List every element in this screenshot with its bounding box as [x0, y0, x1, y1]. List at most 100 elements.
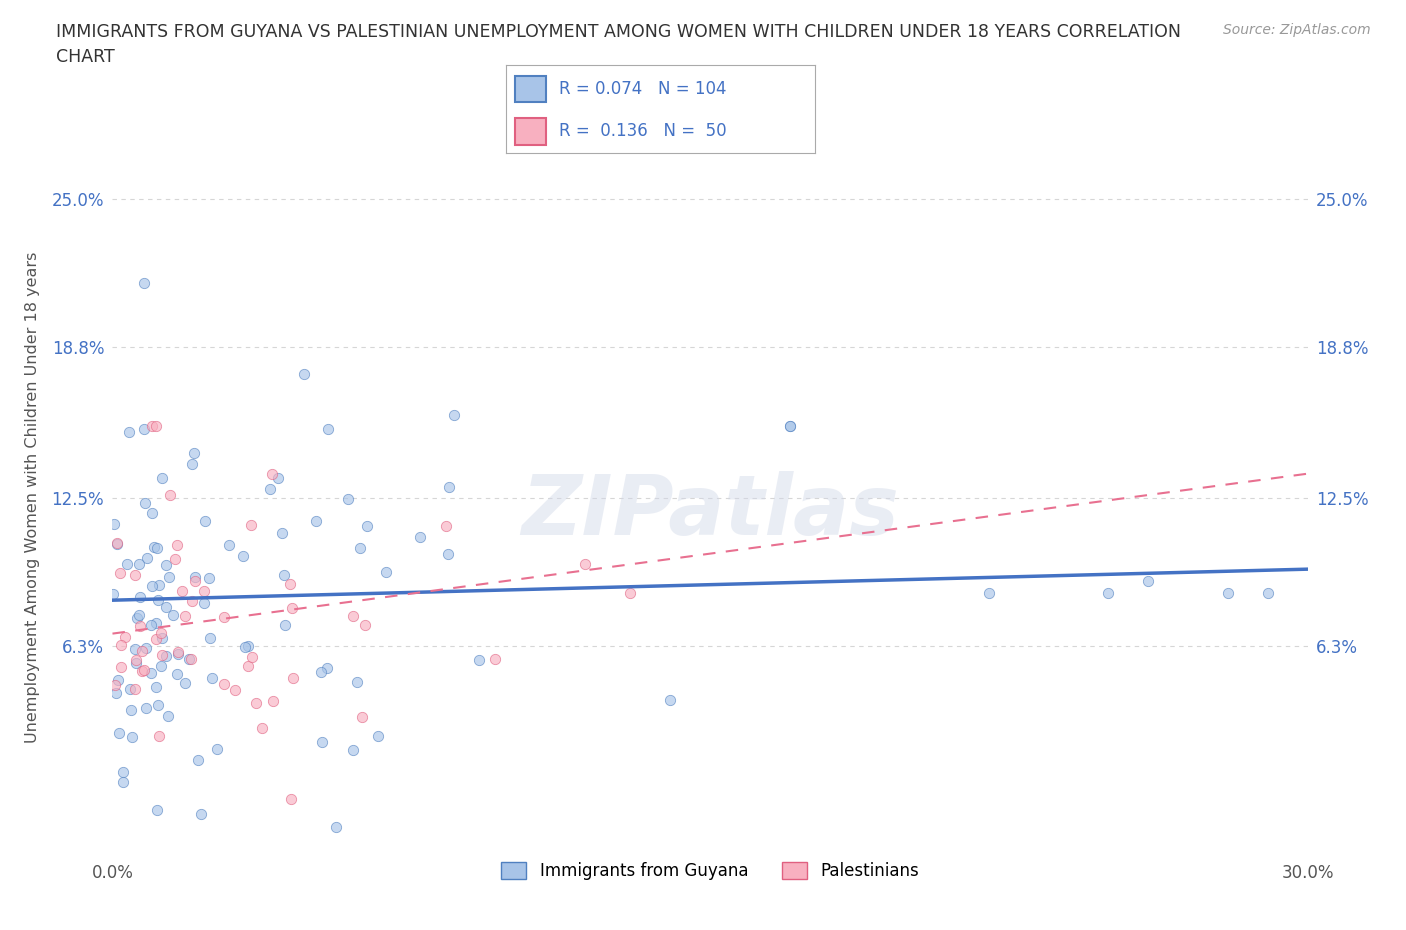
Point: [173, 608, 195, 623]
Point: [162, 607, 184, 622]
Point: [103, 516, 125, 531]
Point: [145, 418, 167, 433]
Point: [305, 513, 328, 528]
Point: [190, 806, 212, 821]
Point: [146, 802, 169, 817]
Point: [145, 631, 167, 646]
Point: [346, 674, 368, 689]
Point: [263, 694, 285, 709]
Point: [267, 471, 290, 485]
Point: [150, 631, 173, 645]
Point: [236, 639, 259, 654]
Point: [1257, 586, 1279, 601]
Point: [110, 659, 132, 674]
Point: [180, 652, 202, 667]
Point: [166, 538, 188, 552]
Point: [124, 642, 146, 657]
Point: [193, 595, 215, 610]
Point: [367, 728, 389, 743]
Text: ZIPatlas: ZIPatlas: [522, 472, 898, 552]
Point: [105, 536, 128, 551]
Point: [236, 658, 259, 673]
Point: [134, 496, 156, 511]
Point: [336, 492, 359, 507]
Point: [281, 671, 304, 685]
Point: [155, 557, 177, 572]
Point: [180, 457, 202, 472]
Text: R = 0.074   N = 104: R = 0.074 N = 104: [558, 80, 727, 98]
Point: [148, 728, 170, 743]
Point: [260, 466, 283, 481]
Point: [104, 677, 127, 692]
Point: [155, 600, 177, 615]
Point: [242, 650, 264, 665]
Point: [278, 577, 301, 591]
Point: [148, 578, 170, 592]
Point: [146, 592, 169, 607]
Point: [128, 590, 150, 604]
Point: [409, 530, 432, 545]
Point: [233, 640, 256, 655]
Point: [212, 677, 235, 692]
Point: [180, 593, 202, 608]
Point: [131, 663, 153, 678]
Point: [1216, 586, 1239, 601]
Point: [179, 651, 201, 666]
Point: [135, 551, 157, 565]
Point: [309, 665, 332, 680]
Point: [108, 565, 131, 580]
Point: [141, 506, 163, 521]
Point: [779, 418, 801, 433]
Point: [316, 422, 339, 437]
Point: [659, 693, 682, 708]
Point: [141, 579, 163, 594]
Point: [224, 683, 246, 698]
Point: [156, 709, 179, 724]
Point: [145, 541, 167, 556]
Point: [150, 647, 173, 662]
Point: [437, 546, 460, 561]
Point: [245, 696, 267, 711]
Point: [342, 743, 364, 758]
Point: [218, 538, 240, 552]
Point: [125, 611, 148, 626]
Point: [166, 667, 188, 682]
Point: [163, 552, 186, 567]
Point: [101, 587, 124, 602]
Point: [121, 730, 143, 745]
Point: [375, 565, 398, 579]
Point: [110, 637, 132, 652]
Point: [294, 366, 316, 381]
Point: [139, 618, 162, 632]
Point: [125, 652, 148, 667]
Point: [350, 710, 373, 724]
Text: IMMIGRANTS FROM GUYANA VS PALESTINIAN UNEMPLOYMENT AMONG WOMEN WITH CHILDREN UND: IMMIGRANTS FROM GUYANA VS PALESTINIAN UN…: [56, 23, 1181, 66]
Point: [325, 819, 347, 834]
Point: [619, 586, 641, 601]
Point: [173, 676, 195, 691]
Point: [114, 630, 136, 644]
Point: [574, 557, 596, 572]
Point: [135, 700, 157, 715]
Point: [281, 600, 304, 615]
Point: [128, 618, 150, 633]
Point: [159, 569, 181, 584]
Point: [316, 660, 339, 675]
Point: [145, 616, 167, 631]
Legend: Immigrants from Guyana, Palestinians: Immigrants from Guyana, Palestinians: [495, 856, 925, 886]
Point: [142, 539, 165, 554]
Point: [131, 644, 153, 658]
FancyBboxPatch shape: [516, 118, 547, 145]
Point: [167, 644, 190, 659]
Point: [118, 682, 141, 697]
Point: [354, 618, 377, 632]
Point: [124, 656, 146, 671]
Point: [139, 666, 162, 681]
Point: [184, 573, 207, 588]
Text: Source: ZipAtlas.com: Source: ZipAtlas.com: [1223, 23, 1371, 37]
Point: [105, 537, 128, 551]
Point: [250, 720, 273, 735]
FancyBboxPatch shape: [516, 75, 547, 102]
Point: [148, 698, 170, 712]
Point: [105, 685, 128, 700]
